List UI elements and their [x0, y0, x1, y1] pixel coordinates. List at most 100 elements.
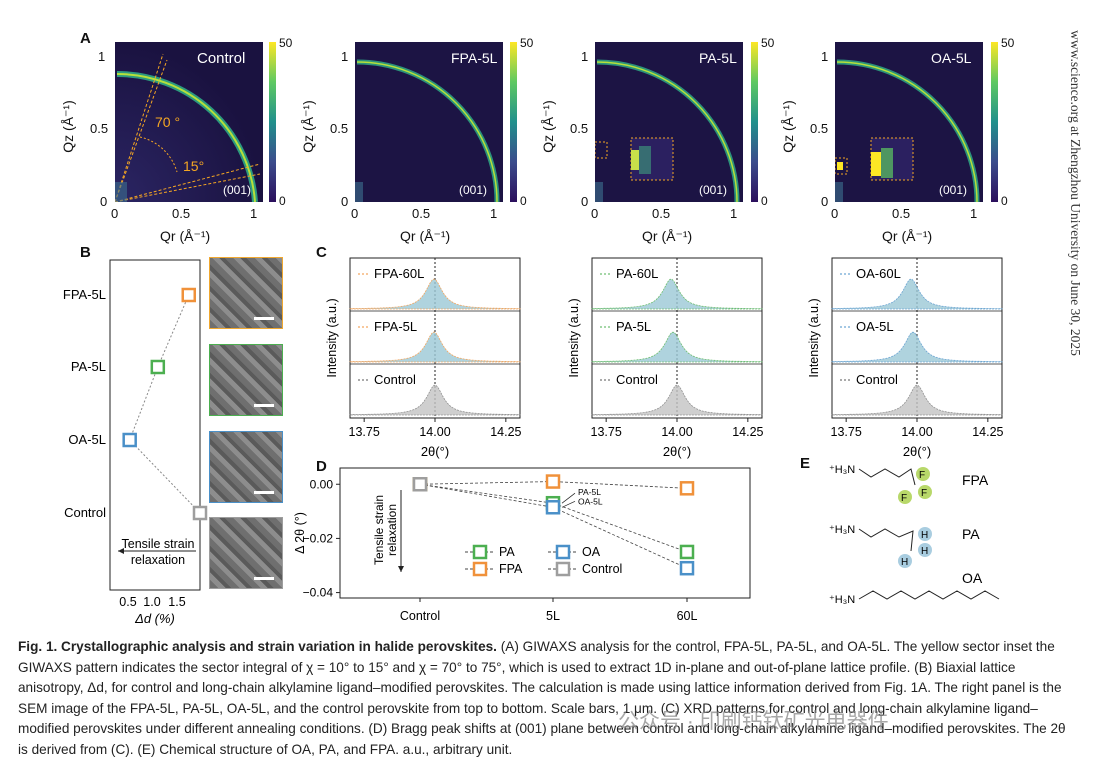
d-x-tick: Control: [400, 609, 440, 623]
d-legend-label: PA: [499, 545, 515, 559]
c-x-tick: 14.00: [419, 425, 450, 439]
b-x-tick: 1.5: [168, 595, 185, 609]
c-trace-label: OA-5L: [856, 319, 894, 334]
c-x-tick: 14.00: [661, 425, 692, 439]
c-x-title: 2θ(°): [663, 444, 691, 459]
b-marker: [150, 359, 166, 375]
y-axis-title: Qz (Å⁻¹): [539, 100, 556, 153]
x-tick: 0: [831, 206, 839, 221]
c-x-tick: 14.25: [732, 425, 763, 439]
d-legend-label: FPA: [499, 562, 523, 576]
c-x-tick: 14.25: [972, 425, 1003, 439]
d-marker: [412, 477, 428, 492]
c-trace-label: FPA-60L: [374, 266, 424, 281]
panel-e-structures: ⁺H₃N F F F FPA ⁺H₃N H H H PA OA ⁺H₃N: [829, 464, 1000, 606]
d-legend-marker: [472, 561, 488, 577]
x-tick: 0: [351, 206, 359, 221]
d-side-note: Tensile strain: [372, 495, 386, 565]
d-marker: [679, 544, 695, 560]
sem-image-pa: [209, 344, 283, 416]
d-series-line: [419, 483, 688, 553]
c-x-tick: 13.75: [349, 425, 380, 439]
giwaxs-image-control: Control 70 ° 15° (001): [115, 42, 263, 202]
d-legend-marker: [555, 544, 571, 560]
c-trace-label: Control: [616, 372, 658, 387]
d-x-tick: 60L: [677, 609, 698, 623]
y-tick: 0.5: [90, 121, 109, 136]
molecule-name: PA: [962, 526, 980, 542]
b-marker: [181, 287, 196, 303]
c-group: OA-60L OA-5L Control 13.75 14.00 14.25 2θ(°) In…: [807, 257, 1004, 459]
d-legend-marker: [555, 561, 571, 577]
d-y-tick: −0.02: [303, 531, 334, 545]
c-x-tick: 14.25: [490, 425, 521, 439]
d-series-line: [419, 481, 688, 489]
x-tick: 1: [970, 206, 978, 221]
peak-label: (001): [939, 183, 968, 197]
x-tick: 1: [730, 206, 738, 221]
colorbar: [269, 42, 276, 202]
y-tick: 0: [100, 194, 108, 209]
c-trace-label: PA-5L: [616, 319, 651, 334]
d-y-tick: −0.04: [303, 586, 334, 600]
panel-a-label: A: [80, 30, 91, 47]
image-title: FPA-5L: [451, 50, 498, 66]
y-tick: 0: [341, 194, 349, 209]
giwaxs-image-oa: OA-5L (001): [835, 42, 983, 202]
sem-image-oa: [209, 431, 283, 503]
sector-label-70: 70 °: [155, 114, 181, 130]
c-trace-label: PA-60L: [616, 266, 658, 281]
d-marker: [545, 500, 561, 515]
atom-f: F: [919, 470, 925, 481]
x-tick: 1: [250, 206, 258, 221]
image-title: PA-5L: [699, 50, 737, 66]
c-trace: [591, 331, 763, 363]
amine-label: ⁺H₃N: [829, 524, 855, 536]
d-y-title: Δ 2θ (°): [293, 512, 307, 554]
y-tick: 0.5: [810, 121, 829, 136]
c-x-tick: 13.75: [831, 425, 862, 439]
c-y-title: Intensity (a.u.): [567, 298, 581, 377]
d-marker: [679, 560, 695, 576]
caption-title: Fig. 1. Crystallographic analysis and st…: [18, 639, 497, 654]
atom-f: F: [901, 493, 907, 504]
x-tick: 1: [490, 206, 498, 221]
y-axis-title: Qz (Å⁻¹): [779, 100, 796, 153]
amine-label: ⁺H₃N: [829, 594, 855, 606]
d-x-tick: 5L: [546, 609, 560, 623]
d-annotation: PA-5L: [578, 487, 601, 497]
colorbar-min: 0: [520, 194, 527, 208]
giwaxs-image-fpa: FPA-5L (001): [355, 42, 503, 202]
b-cat-label: PA-5L: [71, 359, 106, 374]
c-group: FPA-60L FPA-5L Control 13.75 14.00 14.25 2θ(°)…: [325, 257, 522, 459]
x-tick: 0.5: [892, 206, 911, 221]
c-x-title: 2θ(°): [903, 444, 931, 459]
sem-image-control: [209, 517, 283, 589]
c-trace: [349, 278, 521, 310]
b-annotation: Tensile strain: [122, 537, 195, 551]
c-trace: [831, 331, 1003, 363]
y-tick: 0.5: [570, 121, 589, 136]
c-y-title: Intensity (a.u.): [325, 298, 339, 377]
x-axis-title: Qr (Å⁻¹): [882, 228, 933, 244]
x-axis-title: Qr (Å⁻¹): [160, 228, 211, 244]
colorbar-min: 0: [761, 194, 768, 208]
c-x-tick: 14.00: [901, 425, 932, 439]
y-tick: 1: [821, 49, 829, 64]
x-tick: 0.5: [412, 206, 431, 221]
b-marker: [122, 432, 137, 448]
d-side-note: relaxation: [385, 504, 399, 556]
y-tick: 1: [581, 49, 589, 64]
c-trace: [831, 278, 1003, 310]
figure-caption: Fig. 1. Crystallographic analysis and st…: [18, 637, 1073, 760]
colorbar: [991, 42, 998, 202]
b-cat-label: FPA-5L: [63, 287, 106, 302]
sem-image-fpa: [209, 257, 283, 329]
b-x-tick: 0.5: [119, 595, 136, 609]
c-group: PA-60L PA-5L Control 13.75 14.00 14.25 2θ(°) In…: [567, 257, 764, 459]
amine-label: ⁺H₃N: [829, 464, 855, 476]
y-tick: 0.5: [330, 121, 349, 136]
colorbar: [751, 42, 758, 202]
c-trace-label: Control: [374, 372, 416, 387]
